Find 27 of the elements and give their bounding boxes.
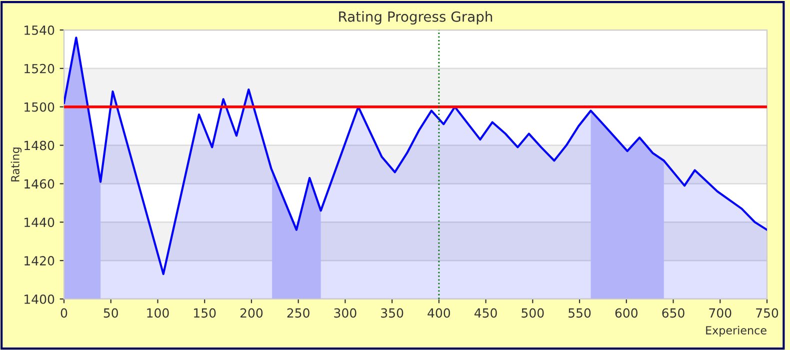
y-tick-label: 1520: [24, 64, 54, 74]
y-tick-label: 1460: [24, 179, 54, 189]
x-tick-label: 0: [60, 308, 68, 318]
x-tick-label: 750: [756, 308, 778, 318]
y-tick-label: 1540: [24, 25, 54, 35]
chart-title: Rating Progress Graph: [339, 11, 492, 25]
x-tick-label: 200: [240, 308, 263, 318]
x-tick-label: 700: [709, 308, 732, 318]
y-tick-label: 1400: [24, 294, 54, 304]
x-tick-label: 350: [381, 308, 404, 318]
y-axis-title: Rating: [10, 148, 22, 182]
x-tick-label: 500: [522, 308, 544, 318]
x-tick-label: 650: [662, 308, 684, 318]
x-axis-title: Experience: [706, 326, 766, 337]
y-tick-label: 1420: [24, 256, 54, 266]
x-tick-label: 400: [428, 308, 450, 318]
x-tick-label: 550: [568, 308, 591, 318]
y-tick-label: 1500: [24, 102, 54, 112]
y-tick-label: 1480: [24, 140, 54, 150]
x-tick-label: 100: [147, 308, 169, 318]
x-tick-label: 50: [104, 308, 118, 318]
x-tick-label: 250: [287, 308, 310, 318]
x-tick-label: 450: [474, 308, 497, 318]
x-tick-label: 300: [334, 308, 356, 318]
x-tick-label: 600: [615, 308, 638, 318]
y-tick-label: 1440: [24, 218, 54, 228]
x-tick-label: 150: [194, 308, 216, 318]
